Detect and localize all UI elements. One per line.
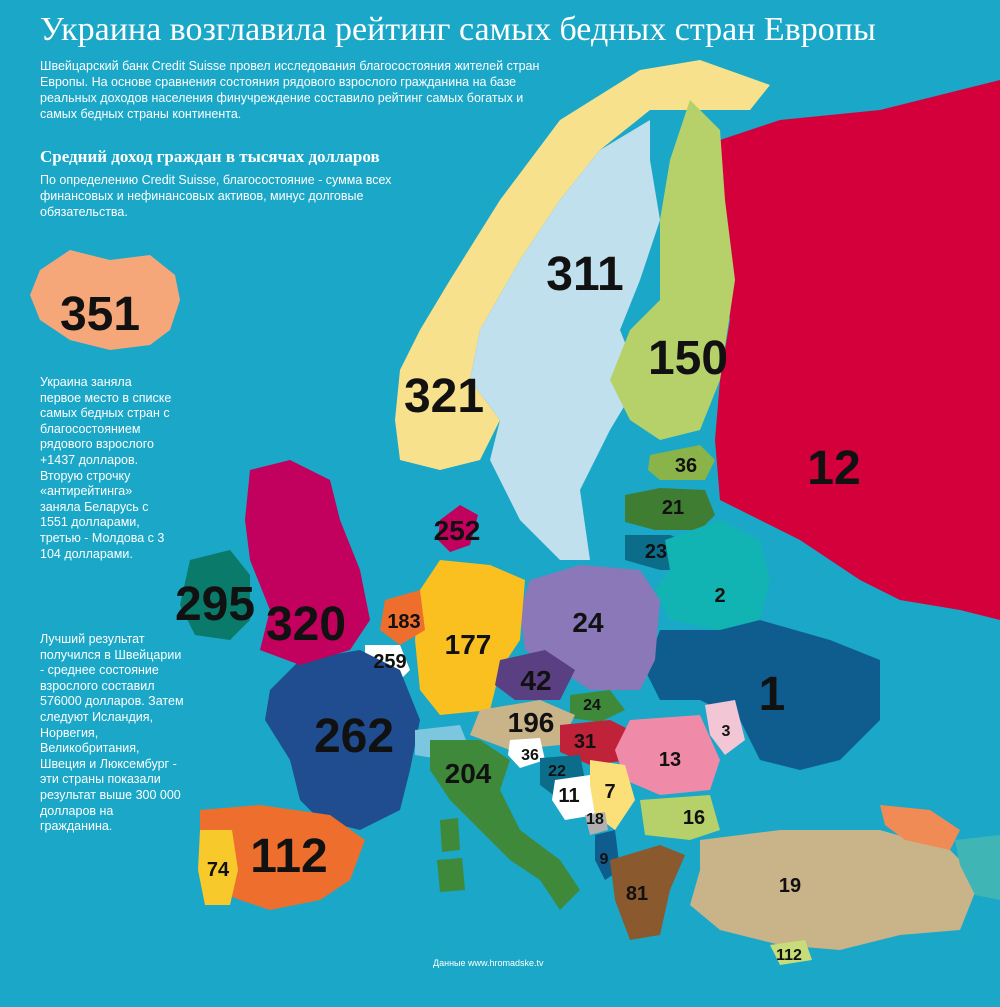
value-lithuania: 23 xyxy=(645,541,667,563)
value-latvia: 21 xyxy=(662,497,684,519)
region-latvia xyxy=(625,488,715,530)
value-romania: 13 xyxy=(659,749,681,771)
region-italy xyxy=(430,740,580,910)
region-france xyxy=(265,650,420,830)
value-turkey: 19 xyxy=(779,875,801,897)
value-belgium: 259 xyxy=(373,651,406,673)
value-bulgaria: 16 xyxy=(683,807,705,829)
value-sweden: 311 xyxy=(546,248,623,301)
region-iceland xyxy=(30,250,180,350)
value-spain: 112 xyxy=(250,830,327,883)
region-ukraine xyxy=(645,620,880,770)
value-ukraine: 1 xyxy=(759,668,786,721)
value-slovakia: 24 xyxy=(583,697,601,714)
definition-text: По определению Credit Suisse, благососто… xyxy=(40,173,392,219)
region-greece xyxy=(610,845,685,940)
value-ireland: 295 xyxy=(175,578,255,631)
region-finland xyxy=(610,100,735,440)
value-netherlands: 183 xyxy=(387,611,420,633)
region-bulgaria xyxy=(640,795,720,840)
value-cyprus: 112 xyxy=(776,947,802,964)
region-caucasus-2 xyxy=(955,835,1000,900)
region-spain xyxy=(200,805,365,910)
region-corsica xyxy=(440,818,460,852)
source-note: Данные www.hromadske.tv xyxy=(433,958,544,968)
region-bosnia xyxy=(552,775,595,820)
value-italy: 204 xyxy=(445,758,492,789)
value-austria: 196 xyxy=(508,707,555,738)
region-serbia xyxy=(590,760,635,830)
region-belarus xyxy=(655,520,770,630)
region-uk xyxy=(245,460,370,665)
region-montenegro xyxy=(585,812,608,835)
value-uk: 320 xyxy=(266,598,346,651)
region-estonia xyxy=(648,445,715,480)
side-note-poorest: Украина заняла первое место в списке сам… xyxy=(40,375,172,561)
value-norway: 321 xyxy=(404,370,484,423)
region-ireland xyxy=(180,550,250,640)
region-austria xyxy=(470,700,575,750)
region-sweden xyxy=(470,120,660,560)
intro-text: Швейцарский банк Credit Suisse провел ис… xyxy=(40,59,540,121)
value-russia: 12 xyxy=(807,442,860,495)
region-caucasus xyxy=(880,805,960,850)
value-portugal: 74 xyxy=(207,859,230,881)
value-slovenia: 36 xyxy=(521,747,539,764)
region-slovakia xyxy=(570,690,625,722)
region-portugal xyxy=(198,830,238,905)
value-iceland: 351 xyxy=(60,288,140,341)
region-romania xyxy=(615,715,720,795)
value-poland: 24 xyxy=(572,607,604,638)
region-netherlands xyxy=(380,590,425,645)
region-moldova xyxy=(705,700,745,755)
region-turkey xyxy=(690,830,980,950)
value-hungary: 31 xyxy=(574,731,596,753)
region-cyprus xyxy=(770,940,812,965)
map-subtitle: Средний доход граждан в тысячах долларов xyxy=(40,147,380,166)
value-serbia: 7 xyxy=(604,781,615,803)
value-bosnia: 11 xyxy=(558,785,579,807)
value-montenegro: 18 xyxy=(586,811,604,828)
value-finland: 150 xyxy=(648,332,728,385)
region-slovenia xyxy=(508,738,545,768)
value-moldova: 3 xyxy=(722,723,731,740)
value-belarus: 2 xyxy=(714,585,725,607)
value-germany: 177 xyxy=(445,629,492,660)
value-croatia: 22 xyxy=(548,763,566,780)
region-russia xyxy=(715,80,1000,620)
value-albania: 9 xyxy=(600,851,609,868)
side-note-richest: Лучший результат получился в Швейцарии -… xyxy=(40,632,184,834)
region-sardinia xyxy=(437,858,465,892)
value-france: 262 xyxy=(314,710,394,763)
value-estonia: 36 xyxy=(675,455,697,477)
region-norway xyxy=(395,60,770,470)
value-greece: 81 xyxy=(626,883,648,905)
page-title: Украина возглавила рейтинг самых бедных … xyxy=(40,11,876,48)
value-czech: 42 xyxy=(520,665,551,696)
value-denmark: 252 xyxy=(434,515,481,546)
region-czech xyxy=(495,650,575,700)
region-denmark xyxy=(438,505,478,552)
